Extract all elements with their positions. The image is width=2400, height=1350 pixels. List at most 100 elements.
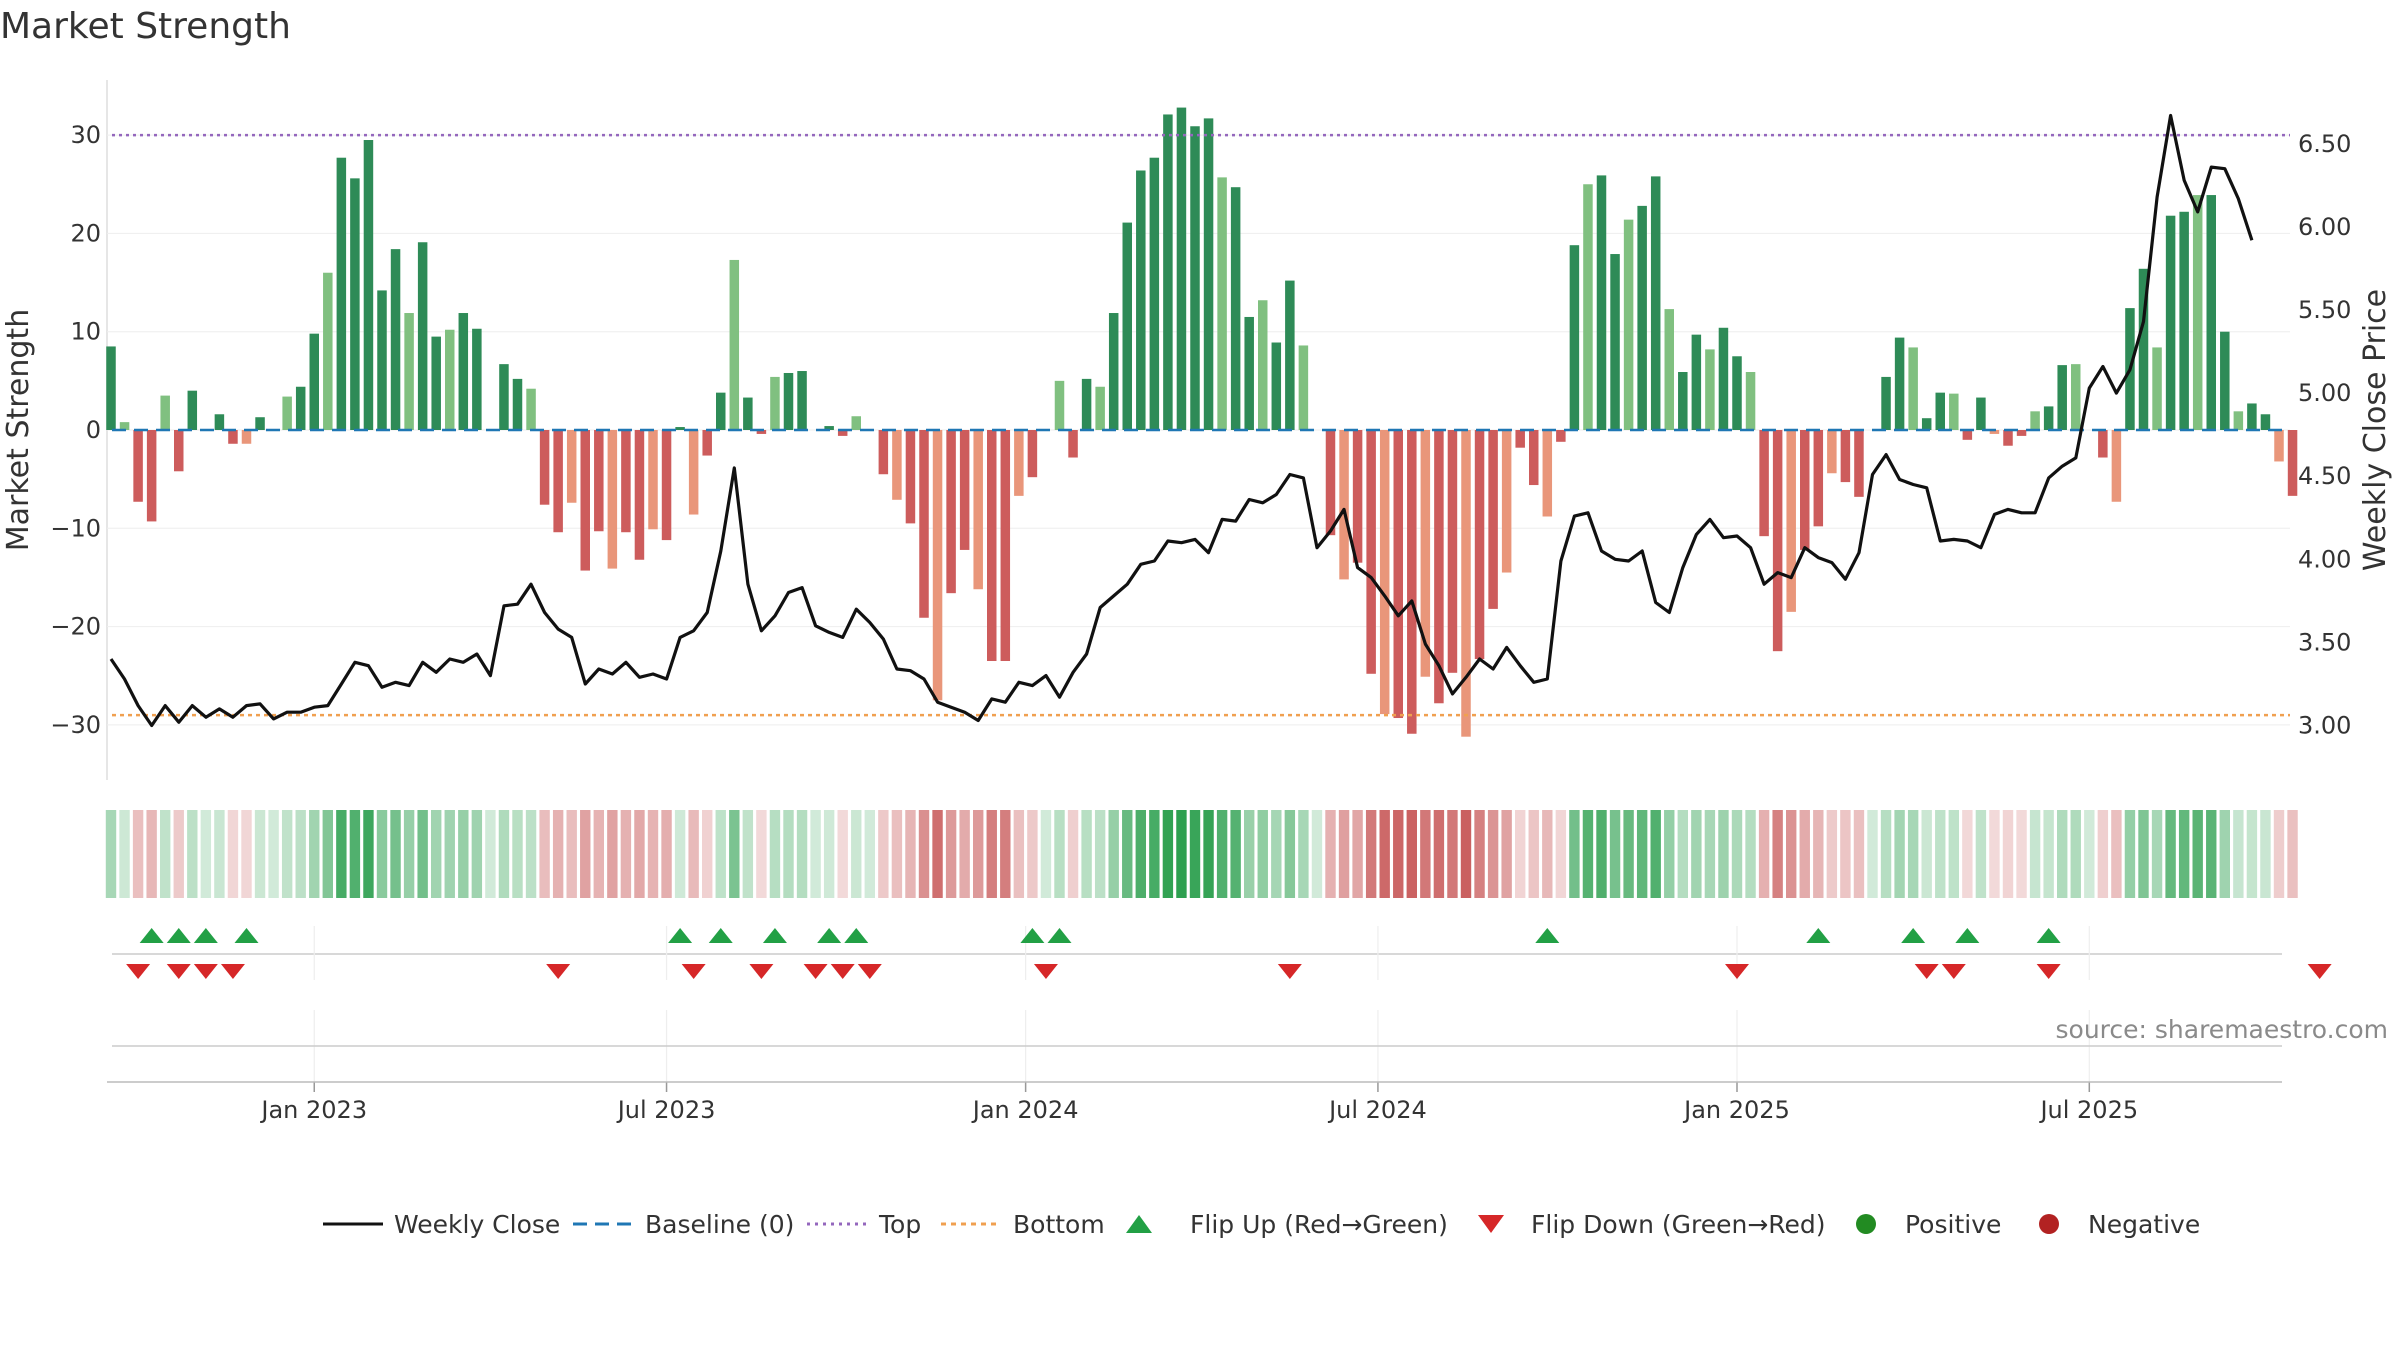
strength-bar xyxy=(770,376,780,430)
left-tick-label: 0 xyxy=(86,416,101,444)
strength-bar xyxy=(1434,430,1444,704)
strength-band-cell xyxy=(1772,810,1783,898)
strength-bar xyxy=(1691,334,1702,430)
strength-band-cell xyxy=(634,810,645,898)
strength-band-cell xyxy=(851,810,862,898)
strength-band-cell xyxy=(1650,810,1661,898)
strength-band-cell xyxy=(1880,810,1892,898)
strength-bar xyxy=(946,430,956,594)
legend-weekly-close: Weekly Close xyxy=(394,1210,560,1239)
strength-bar xyxy=(1556,430,1566,442)
flip-down-marker xyxy=(126,964,151,979)
flip-down-marker xyxy=(1914,964,1939,979)
strength-bar xyxy=(1149,157,1160,431)
strength-bar xyxy=(1474,430,1485,660)
strength-bar xyxy=(1108,313,1119,430)
strength-bar xyxy=(1136,170,1146,430)
strength-band-cell xyxy=(986,810,997,898)
strength-band-cell xyxy=(1162,810,1174,898)
strength-band-cell xyxy=(1989,810,2000,898)
strength-bar xyxy=(919,430,929,618)
strength-bar xyxy=(1962,430,1973,440)
strength-band-cell xyxy=(1894,810,1905,898)
strength-bar xyxy=(2287,430,2298,496)
strength-bar xyxy=(1366,430,1376,674)
strength-band-cell xyxy=(281,810,293,898)
left-tick-label: 30 xyxy=(70,121,101,149)
strength-bar xyxy=(1786,430,1796,612)
strength-bar xyxy=(1596,175,1607,430)
strength-bar xyxy=(1976,397,1986,430)
strength-bar xyxy=(1000,430,1011,662)
strength-band-cell xyxy=(756,810,767,898)
strength-band-cell xyxy=(1840,810,1851,898)
strength-band-cell xyxy=(1474,810,1485,898)
strength-band-cell xyxy=(200,810,212,898)
strength-band-cell xyxy=(1271,810,1282,898)
left-tick-label: −30 xyxy=(50,711,101,739)
strength-bar xyxy=(621,430,631,533)
strength-bar xyxy=(851,416,861,430)
strength-band-cell xyxy=(837,810,848,898)
flip-up-marker xyxy=(762,928,787,943)
strength-band-cell xyxy=(322,810,333,898)
right-tick-label: 4.50 xyxy=(2298,462,2351,490)
strength-bar xyxy=(295,386,306,430)
strength-band-cell xyxy=(1000,810,1011,898)
strength-band-cell xyxy=(1135,810,1146,898)
strength-band-cell xyxy=(2124,810,2136,898)
strength-band-cell xyxy=(1433,810,1445,898)
strength-band-cell xyxy=(945,810,957,898)
strength-bar xyxy=(2057,365,2067,430)
strength-bar xyxy=(987,430,997,662)
strength-bar xyxy=(390,249,401,430)
strength-bar xyxy=(1271,342,1282,430)
strength-band-cell xyxy=(1013,810,1025,898)
x-tick-label: Jan 2023 xyxy=(259,1096,367,1124)
strength-bar xyxy=(377,290,387,430)
strength-band-cell xyxy=(1636,810,1648,898)
strength-band-cell xyxy=(2151,810,2163,898)
flip-up-marker xyxy=(234,928,259,943)
strength-band-cell xyxy=(1623,810,1634,898)
strength-band-cell xyxy=(1745,810,1756,898)
strength-band-panel xyxy=(105,810,2298,898)
strength-band-cell xyxy=(607,810,618,898)
strength-band-cell xyxy=(918,810,930,898)
strength-bar xyxy=(241,430,252,444)
strength-bar xyxy=(594,430,604,532)
right-tick-label: 5.50 xyxy=(2298,296,2351,324)
strength-bar xyxy=(892,430,902,500)
strength-band-cell xyxy=(959,810,970,898)
strength-bar xyxy=(1989,430,2000,434)
strength-bar xyxy=(1014,430,1024,496)
legend-negative-icon xyxy=(2039,1214,2059,1234)
strength-bar xyxy=(1176,107,1187,431)
strength-bar xyxy=(1230,187,1241,430)
strength-band-cell xyxy=(647,810,659,898)
flip-up-marker xyxy=(708,928,733,943)
strength-bar xyxy=(1610,254,1620,430)
strength-band-cell xyxy=(471,810,483,898)
strength-band-cell xyxy=(1379,810,1390,898)
flip-down-marker xyxy=(166,964,191,979)
strength-band-cell xyxy=(1460,810,1472,898)
strength-band-cell xyxy=(1948,810,1959,898)
strength-bar xyxy=(566,430,577,503)
strength-band-cell xyxy=(227,810,239,898)
strength-band-cell xyxy=(1406,810,1417,898)
strength-bar xyxy=(1461,430,1471,737)
flip-up-marker xyxy=(1806,928,1831,943)
flip-down-marker xyxy=(546,964,571,979)
flip-down-marker xyxy=(1277,964,1302,979)
strength-band-cell xyxy=(2273,810,2285,898)
legend-positive: Positive xyxy=(1905,1210,2001,1239)
right-axis-title: Weekly Close Price xyxy=(2358,289,2393,571)
strength-band-cell xyxy=(132,810,144,898)
flip-down-marker xyxy=(193,964,218,979)
strength-band-cell xyxy=(2070,810,2081,898)
strength-band-cell xyxy=(214,810,225,898)
strength-bar xyxy=(661,430,672,541)
strength-band-cell xyxy=(1704,810,1716,898)
strength-band-cell xyxy=(769,810,781,898)
